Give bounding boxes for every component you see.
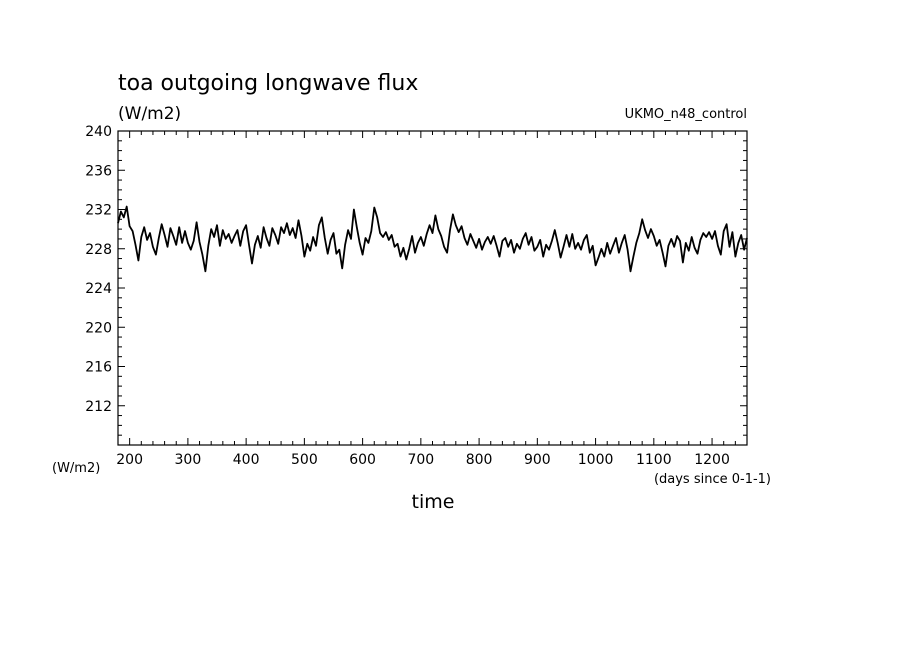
x-tick-label: 300 [175,452,202,468]
series-label: UKMO_n48_control [625,107,747,122]
y-tick-label: 220 [85,320,112,336]
x-tick-label: 900 [524,452,551,468]
x-tick-label: 700 [407,452,434,468]
x-tick-label: 600 [349,452,376,468]
chart-title: toa outgoing longwave flux [118,71,418,96]
plot-frame [117,130,748,446]
x-tick-label: 1000 [578,452,614,468]
x-tick-label: 500 [291,452,318,468]
y-tick-label: 236 [85,163,112,179]
series-line [117,205,748,273]
x-tick-label: 1100 [636,452,672,468]
chart-subtitle: (W/m2) [118,104,181,124]
y-tick-label: 240 [85,124,112,140]
y-tick-label: 212 [85,399,112,415]
x-tick-label: 1200 [694,452,730,468]
y-axis: 212 216 220 224 228 232 236 240 [85,124,747,446]
x-tick-label: 400 [233,452,260,468]
y-tick-label: 232 [85,203,112,219]
y-units-label: (W/m2) [52,461,100,476]
x-axis-label: time [412,491,455,513]
x-tick-label: 800 [466,452,493,468]
x-axis: 200 300 400 500 600 700 800 900 1000 1100 1200 [116,131,748,468]
y-tick-label: 228 [85,242,112,258]
x-units-label: (days since 0-1-1) [654,472,771,487]
y-tick-label: 216 [85,360,112,376]
y-tick-label: 224 [85,281,112,297]
x-tick-label: 200 [116,452,143,468]
